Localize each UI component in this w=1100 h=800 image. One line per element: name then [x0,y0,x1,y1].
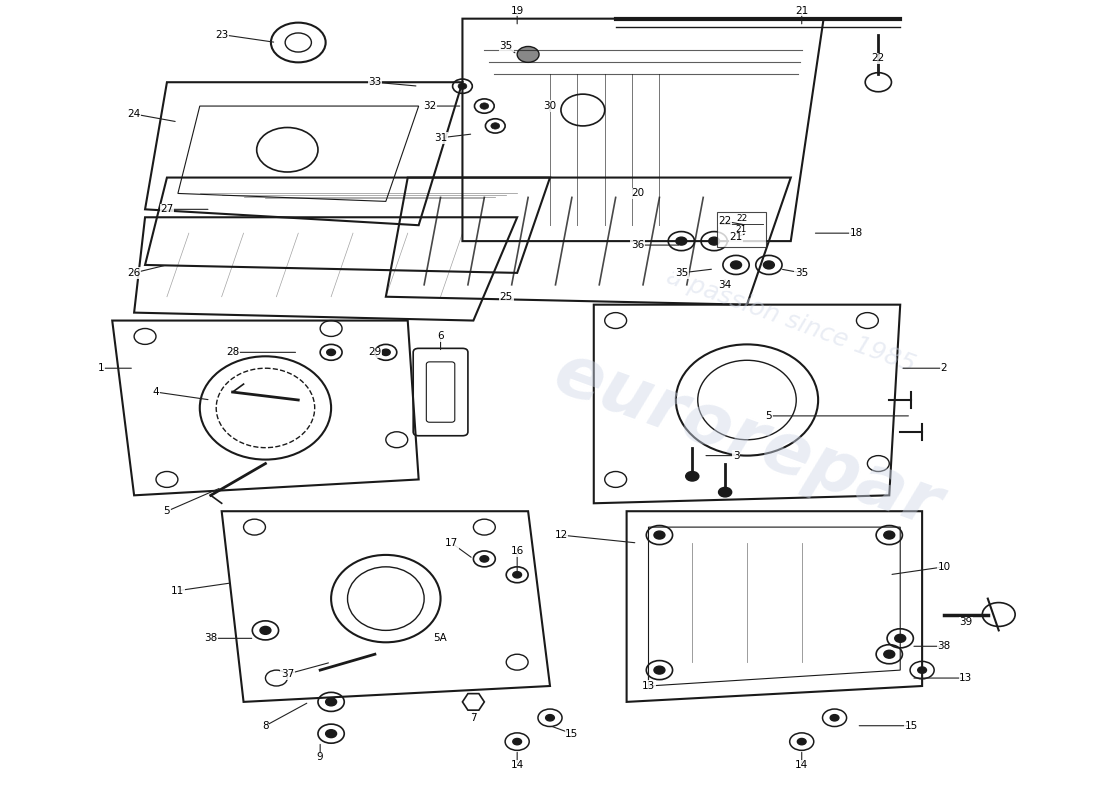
Circle shape [260,626,271,634]
Text: 12: 12 [554,530,568,540]
Text: 4: 4 [153,387,159,397]
Circle shape [917,667,926,674]
Text: a passion since 1985: a passion since 1985 [663,264,918,377]
Circle shape [675,237,686,245]
Text: 14: 14 [795,761,808,770]
Text: 15: 15 [565,729,579,738]
Text: 22: 22 [736,214,747,223]
Text: 22: 22 [871,54,886,63]
Text: 20: 20 [631,189,645,198]
Text: 3: 3 [733,450,739,461]
Circle shape [546,714,554,721]
Text: 29: 29 [368,347,382,358]
Circle shape [718,487,732,497]
Text: 11: 11 [172,586,185,596]
Text: 38: 38 [205,634,218,643]
Text: 38: 38 [937,642,950,651]
Text: 17: 17 [444,538,458,548]
Text: 16: 16 [510,546,524,556]
Text: 5: 5 [164,506,170,516]
Text: 35: 35 [795,268,808,278]
Circle shape [730,261,741,269]
Text: 26: 26 [128,268,141,278]
Text: 14: 14 [510,761,524,770]
Text: 35: 35 [674,268,688,278]
Circle shape [326,730,337,738]
Text: 37: 37 [280,669,294,679]
Circle shape [517,46,539,62]
Circle shape [326,698,337,706]
Text: 34: 34 [718,280,732,290]
Circle shape [513,738,521,745]
Text: 21: 21 [736,225,747,234]
Text: 13: 13 [959,673,972,683]
Circle shape [327,349,336,355]
Text: 36: 36 [631,240,645,250]
Text: 22: 22 [718,216,732,226]
Text: 13: 13 [642,681,656,691]
Circle shape [883,531,894,539]
Text: 19: 19 [510,6,524,16]
Text: 10: 10 [937,562,950,572]
Circle shape [866,73,891,92]
Text: 9: 9 [317,753,323,762]
Circle shape [654,531,664,539]
Text: 21: 21 [729,232,743,242]
Text: 5A: 5A [433,634,448,643]
Circle shape [458,83,466,90]
Circle shape [763,261,774,269]
Text: 32: 32 [424,101,437,111]
Text: 23: 23 [214,30,229,39]
Text: 21: 21 [795,6,808,16]
Circle shape [654,666,664,674]
Text: 24: 24 [128,109,141,119]
Text: 28: 28 [226,347,239,358]
Circle shape [798,738,806,745]
Text: 2: 2 [940,363,947,374]
Text: 7: 7 [470,713,476,722]
Circle shape [894,634,905,642]
Circle shape [708,237,719,245]
Circle shape [480,556,488,562]
Text: 39: 39 [959,618,972,627]
Text: 5: 5 [766,411,772,421]
Text: 30: 30 [543,101,557,111]
Circle shape [382,349,390,355]
Text: 27: 27 [161,204,174,214]
FancyBboxPatch shape [717,212,766,246]
Circle shape [480,103,488,110]
Text: 6: 6 [437,331,444,342]
Circle shape [883,650,894,658]
Text: 33: 33 [368,78,382,87]
Text: 35: 35 [499,42,513,51]
Text: 8: 8 [262,721,268,730]
Text: 31: 31 [433,133,448,143]
Circle shape [830,714,839,721]
Circle shape [491,122,499,129]
Text: 1: 1 [98,363,104,374]
Text: 15: 15 [904,721,917,730]
Text: 25: 25 [499,292,513,302]
Circle shape [685,471,698,481]
Circle shape [513,571,521,578]
Text: 18: 18 [850,228,864,238]
Text: eurorepar: eurorepar [544,338,949,542]
